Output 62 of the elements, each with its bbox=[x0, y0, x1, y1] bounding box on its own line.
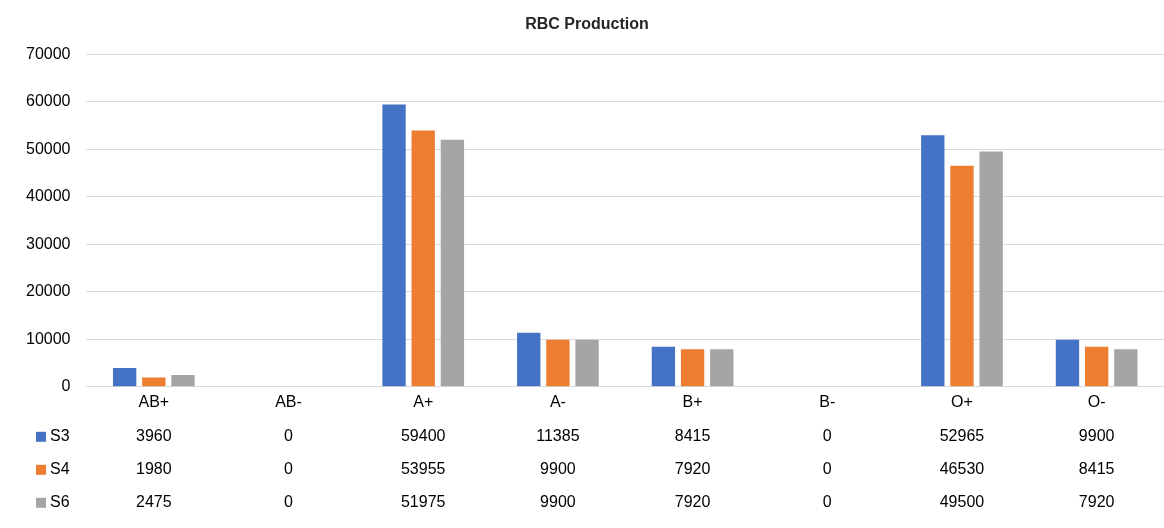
data-label: 7920 bbox=[674, 460, 711, 478]
bar bbox=[112, 367, 137, 387]
legend-label: S6 bbox=[50, 493, 70, 511]
data-label: 9900 bbox=[540, 493, 576, 511]
y-tick-label: 20000 bbox=[25, 282, 71, 300]
x-tick-label: B- bbox=[819, 392, 836, 410]
data-label: 53955 bbox=[400, 460, 446, 478]
x-tick-label: AB- bbox=[275, 392, 302, 410]
data-label: 9900 bbox=[540, 460, 576, 478]
data-label: 59400 bbox=[400, 427, 446, 445]
bar bbox=[979, 151, 1003, 387]
y-tick-label: 40000 bbox=[25, 187, 71, 205]
data-label: 2475 bbox=[136, 493, 172, 511]
data-label: 0 bbox=[284, 460, 294, 478]
data-label: 8415 bbox=[674, 427, 711, 445]
bar bbox=[382, 104, 406, 387]
data-label: 3960 bbox=[136, 427, 172, 445]
y-tick-label: 50000 bbox=[25, 139, 71, 157]
data-label: 0 bbox=[284, 427, 294, 445]
data-label: 0 bbox=[822, 493, 832, 511]
y-tick-label: 10000 bbox=[25, 329, 71, 347]
data-label: 0 bbox=[822, 460, 832, 478]
bar bbox=[142, 377, 166, 387]
legend-label: S4 bbox=[50, 460, 70, 478]
data-label: 9900 bbox=[1078, 427, 1115, 445]
data-label: 1980 bbox=[136, 460, 172, 478]
data-label: 7920 bbox=[1078, 493, 1115, 511]
bar bbox=[517, 332, 541, 387]
data-label: 52965 bbox=[939, 427, 985, 445]
data-label: 7920 bbox=[674, 493, 711, 511]
data-label: 49500 bbox=[939, 493, 985, 511]
x-tick-label: O- bbox=[1087, 392, 1106, 410]
bar bbox=[1084, 346, 1109, 387]
bar bbox=[171, 375, 195, 387]
data-label: 46530 bbox=[939, 460, 985, 478]
bar bbox=[440, 139, 465, 387]
data-label: 51975 bbox=[400, 493, 446, 511]
data-label: 11385 bbox=[536, 427, 580, 445]
bar bbox=[651, 346, 676, 387]
bar bbox=[710, 349, 734, 387]
bar bbox=[921, 135, 945, 387]
data-label: 0 bbox=[822, 427, 832, 445]
y-tick-label: 70000 bbox=[25, 44, 71, 62]
y-tick-label: 0 bbox=[61, 377, 71, 395]
x-tick-label: B+ bbox=[682, 392, 703, 410]
bar bbox=[680, 349, 705, 387]
chart-title: RBC Production bbox=[525, 15, 649, 33]
data-label: 0 bbox=[284, 493, 294, 511]
bar bbox=[575, 339, 599, 387]
y-tick-label: 60000 bbox=[25, 92, 71, 110]
legend-label: S3 bbox=[50, 427, 70, 445]
data-label: 8415 bbox=[1078, 460, 1115, 478]
x-tick-label: AB+ bbox=[138, 392, 170, 410]
x-tick-label: A- bbox=[549, 392, 566, 410]
x-tick-label: A+ bbox=[413, 392, 434, 410]
bar bbox=[1055, 339, 1080, 387]
bar bbox=[950, 165, 974, 387]
bar bbox=[411, 130, 435, 387]
bar bbox=[546, 339, 570, 387]
y-tick-label: 30000 bbox=[25, 234, 71, 252]
x-tick-label: O+ bbox=[951, 392, 973, 410]
bar bbox=[1114, 349, 1138, 387]
